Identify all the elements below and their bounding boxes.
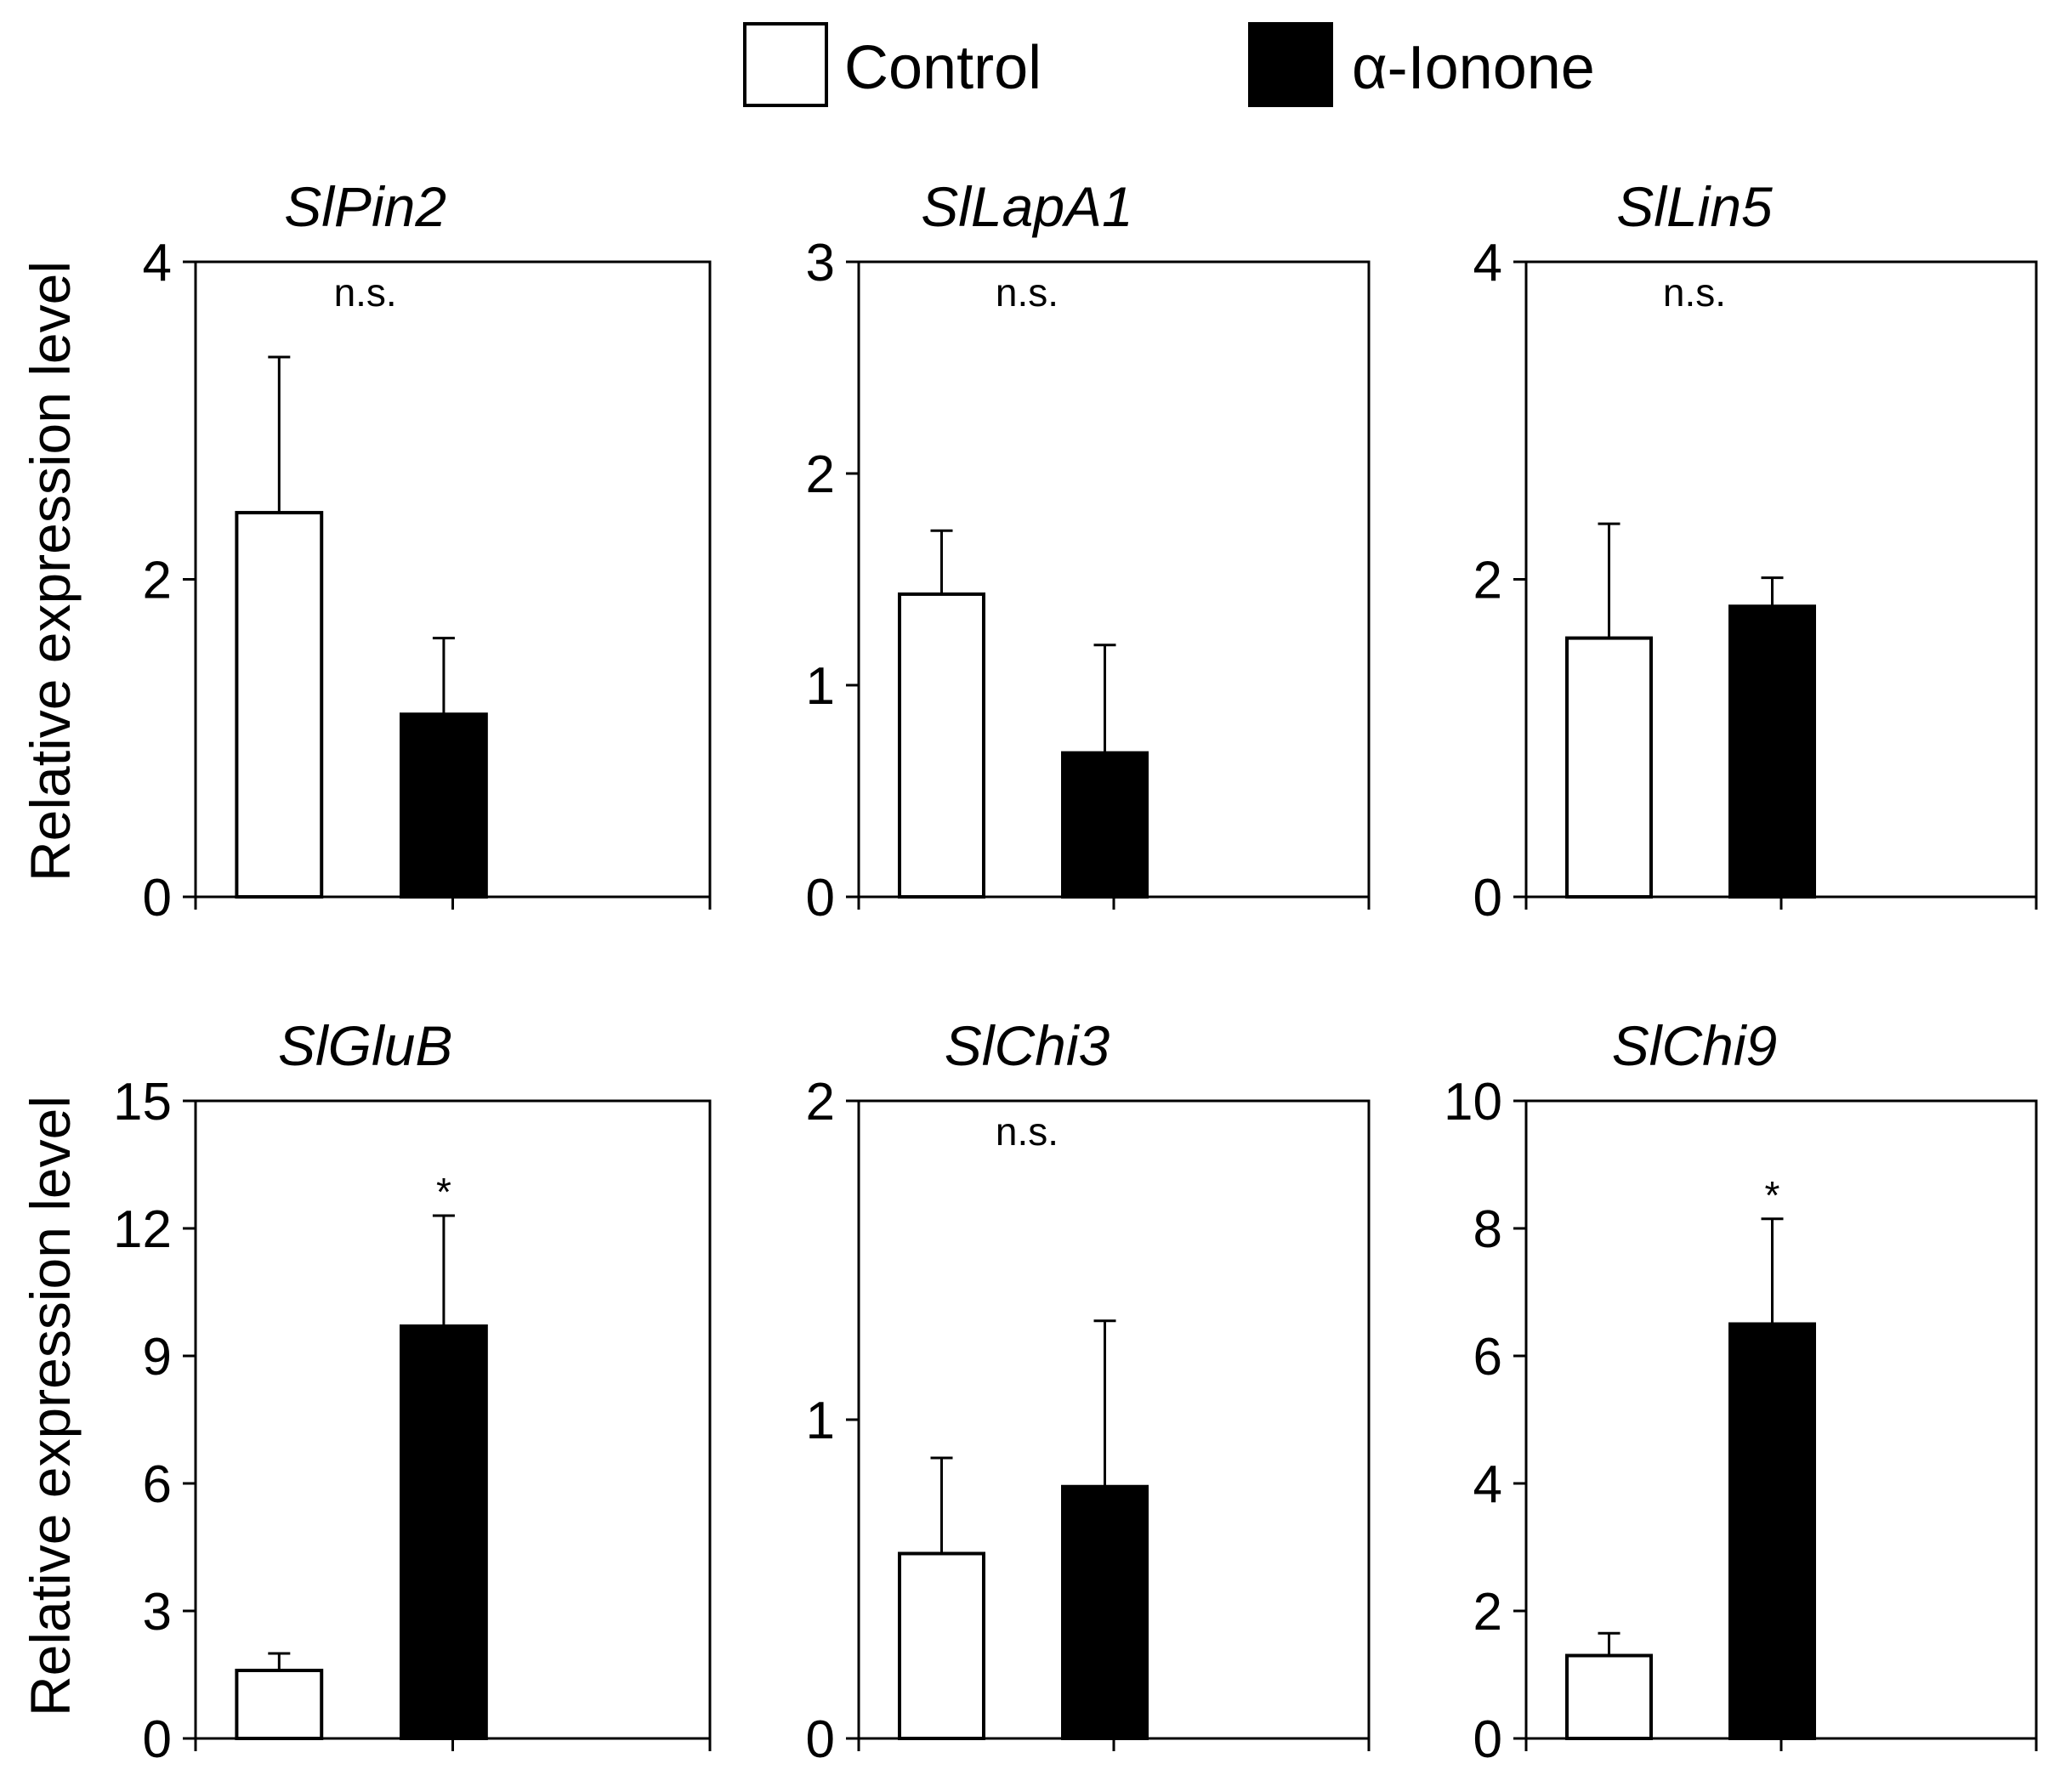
y-tick-label: 0: [1473, 1710, 1502, 1769]
bar-control: [898, 1551, 985, 1740]
panel-title: SlPin2: [284, 175, 446, 238]
significance-marker: *: [436, 1170, 451, 1214]
y-tick-label: 3: [143, 1583, 172, 1642]
y-tick-label: 0: [143, 1710, 172, 1769]
panel-title: SlLin5: [1616, 175, 1773, 238]
chart-panel-SlChi9: SlChi9 * 0 2 4 6 8 10: [1444, 1014, 2038, 1769]
bar-control: [235, 511, 324, 899]
significance-label: n.s.: [1663, 270, 1726, 315]
y-tick-label: 2: [1473, 552, 1502, 610]
panel-title: SlChi9: [1612, 1014, 1777, 1077]
bar-control: [235, 1669, 324, 1740]
chart-panel-SlLin5: SlLin5 0 2 4 n.s.: [1473, 175, 2038, 927]
bar-control: [1565, 1653, 1653, 1740]
y-tick-label: 0: [806, 869, 835, 927]
y-tick-label: 2: [806, 1073, 835, 1131]
y-tick-label: 8: [1473, 1200, 1502, 1259]
y-tick-label: 1: [806, 1392, 835, 1450]
y-tick-label: 4: [143, 234, 172, 292]
legend-item-control: Control: [743, 22, 1042, 107]
y-tick-label: 6: [143, 1455, 172, 1514]
significance-label: n.s.: [996, 1109, 1059, 1154]
bar-ionone: [400, 1324, 488, 1740]
bar-ionone: [1728, 604, 1816, 899]
bar-ionone: [1061, 1484, 1149, 1740]
y-tick-label: 9: [143, 1328, 172, 1387]
significance-marker: *: [1765, 1173, 1780, 1217]
y-axis-label-top: Relative expression level: [19, 261, 82, 882]
chart-panel-SlLapA1: SlLapA1 0 1 2 3 n.s.: [806, 175, 1371, 927]
legend-swatch-ionone: [1248, 22, 1333, 107]
chart-panel-SlGluB: SlGluB * 0 3 6 9 12 15: [113, 1014, 712, 1769]
y-tick-label: 1: [806, 657, 835, 716]
y-tick-label: 10: [1444, 1073, 1502, 1131]
legend-label-ionone: α-Ionone: [1352, 34, 1595, 102]
bar-control: [1565, 636, 1653, 899]
y-tick-label: 2: [143, 552, 172, 610]
panel-title: SlLapA1: [921, 175, 1133, 238]
y-tick-label: 12: [113, 1200, 172, 1259]
bar-ionone: [1061, 751, 1149, 899]
bar-control: [898, 592, 985, 899]
chart-panel-SlChi3: SlChi3 0 1 2 n.s.: [806, 1014, 1371, 1769]
y-tick-label: 0: [143, 869, 172, 927]
y-tick-label: 0: [806, 1710, 835, 1769]
bar-ionone: [400, 712, 488, 899]
panel-title: SlGluB: [278, 1014, 452, 1077]
significance-label: n.s.: [996, 270, 1059, 315]
y-tick-label: 4: [1473, 234, 1502, 292]
bar-ionone: [1728, 1322, 1816, 1740]
legend-label-control: Control: [844, 34, 1042, 102]
panel-title: SlChi3: [945, 1014, 1110, 1077]
significance-label: n.s.: [334, 270, 397, 315]
y-tick-label: 3: [806, 234, 835, 292]
y-tick-label: 2: [1473, 1583, 1502, 1642]
legend: Control α-Ionone: [743, 22, 1595, 107]
legend-swatch-control: [743, 22, 828, 107]
y-tick-label: 4: [1473, 1455, 1502, 1514]
y-axis-label-bottom: Relative expression level: [19, 1096, 82, 1716]
y-tick-label: 6: [1473, 1328, 1502, 1387]
y-tick-label: 15: [113, 1073, 172, 1131]
y-tick-label: 2: [806, 445, 835, 504]
y-tick-label: 0: [1473, 869, 1502, 927]
legend-item-ionone: α-Ionone: [1248, 22, 1595, 107]
chart-panel-SlPin2: SlPin2 0 2 4 n.s.: [143, 175, 712, 927]
